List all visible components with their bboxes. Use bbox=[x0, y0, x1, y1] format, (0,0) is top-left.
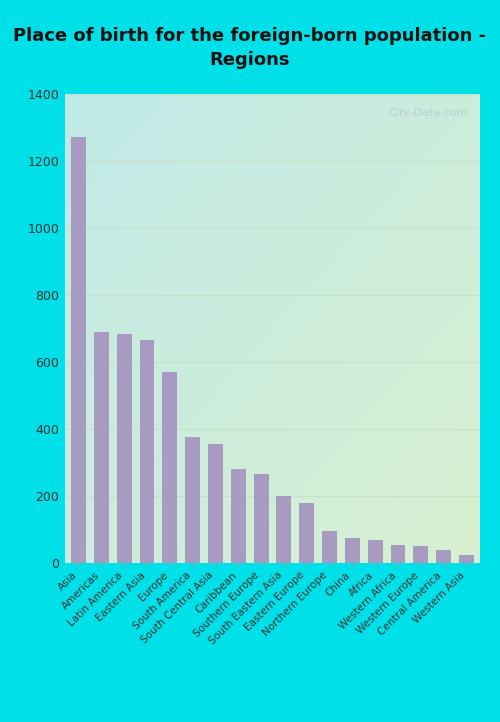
Bar bbox=[94, 332, 109, 563]
Bar bbox=[162, 372, 178, 563]
Bar bbox=[322, 531, 337, 563]
Text: City-Data.com: City-Data.com bbox=[388, 108, 468, 118]
Bar bbox=[208, 444, 223, 563]
Bar bbox=[345, 538, 360, 563]
Bar bbox=[276, 496, 291, 563]
Bar bbox=[254, 474, 268, 563]
Bar bbox=[72, 137, 86, 563]
Bar bbox=[390, 544, 406, 563]
Bar bbox=[186, 438, 200, 563]
Bar bbox=[300, 503, 314, 563]
Bar bbox=[368, 540, 382, 563]
Bar bbox=[231, 469, 246, 563]
Bar bbox=[436, 549, 451, 563]
Bar bbox=[414, 547, 428, 563]
Bar bbox=[140, 340, 154, 563]
Bar bbox=[117, 334, 132, 563]
Text: Place of birth for the foreign-born population -
Regions: Place of birth for the foreign-born popu… bbox=[14, 27, 486, 69]
Bar bbox=[459, 554, 473, 563]
